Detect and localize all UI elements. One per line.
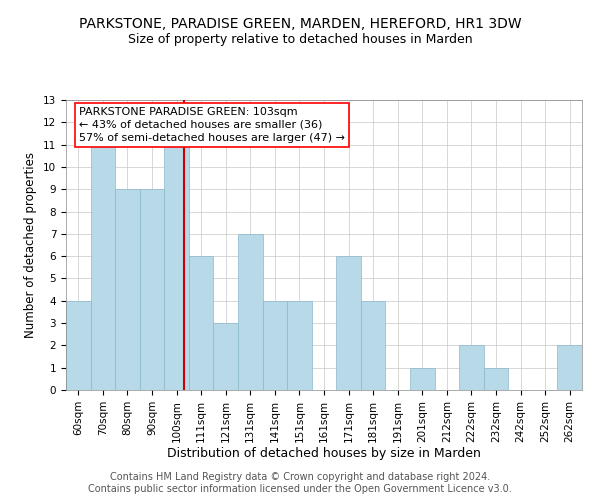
Bar <box>214 323 238 390</box>
Bar <box>164 144 189 390</box>
Bar <box>459 346 484 390</box>
Text: Size of property relative to detached houses in Marden: Size of property relative to detached ho… <box>128 32 472 46</box>
Bar <box>410 368 434 390</box>
Bar <box>557 346 582 390</box>
Bar <box>115 189 140 390</box>
Text: PARKSTONE, PARADISE GREEN, MARDEN, HEREFORD, HR1 3DW: PARKSTONE, PARADISE GREEN, MARDEN, HEREF… <box>79 18 521 32</box>
Bar <box>91 144 115 390</box>
Bar <box>336 256 361 390</box>
Bar <box>263 301 287 390</box>
Bar <box>66 301 91 390</box>
Bar <box>140 189 164 390</box>
Y-axis label: Number of detached properties: Number of detached properties <box>25 152 37 338</box>
X-axis label: Distribution of detached houses by size in Marden: Distribution of detached houses by size … <box>167 448 481 460</box>
Bar <box>484 368 508 390</box>
Bar <box>189 256 214 390</box>
Text: PARKSTONE PARADISE GREEN: 103sqm
← 43% of detached houses are smaller (36)
57% o: PARKSTONE PARADISE GREEN: 103sqm ← 43% o… <box>79 106 345 143</box>
Bar <box>238 234 263 390</box>
Text: Contains HM Land Registry data © Crown copyright and database right 2024.
Contai: Contains HM Land Registry data © Crown c… <box>88 472 512 494</box>
Bar <box>287 301 312 390</box>
Bar <box>361 301 385 390</box>
